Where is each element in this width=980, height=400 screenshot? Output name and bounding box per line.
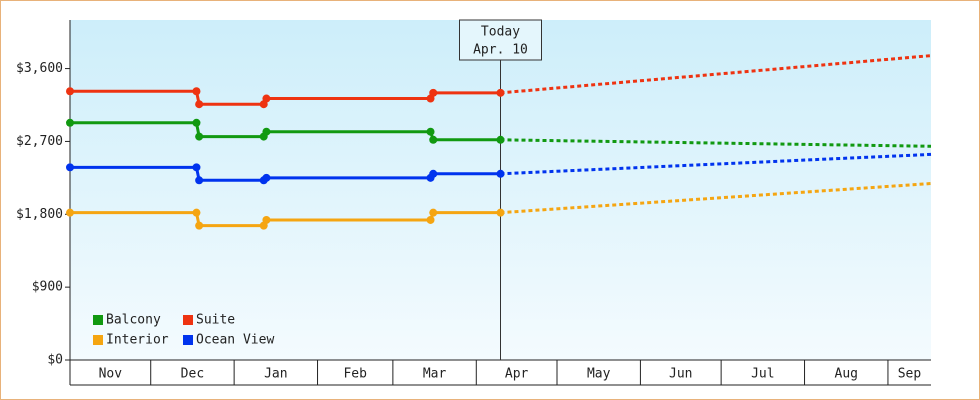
legend-swatch — [93, 315, 103, 325]
legend-label: Balcony — [106, 313, 161, 328]
point — [195, 132, 204, 141]
forecast-line — [500, 152, 932, 176]
point — [426, 127, 435, 136]
y-tick-label: $3,600 — [16, 61, 63, 76]
forecast-line — [500, 138, 932, 148]
point — [262, 127, 271, 136]
point — [195, 221, 204, 230]
point — [192, 87, 201, 96]
point — [496, 169, 505, 178]
point — [66, 87, 74, 96]
today-box — [459, 19, 542, 61]
y-tick-label: $900 — [32, 280, 63, 295]
point — [429, 88, 438, 97]
x-tick-label: Jul — [751, 367, 774, 382]
point — [429, 135, 438, 144]
point — [192, 208, 201, 217]
legend-swatch — [183, 335, 193, 345]
point — [496, 88, 505, 97]
point — [66, 208, 74, 217]
point — [195, 176, 204, 185]
legend-label: Suite — [196, 313, 235, 328]
x-tick-label: Jan — [264, 367, 287, 382]
today-label: Apr. 10 — [473, 43, 528, 58]
x-tick-label: Dec — [181, 367, 204, 382]
point — [192, 118, 201, 127]
point — [262, 94, 271, 103]
point — [195, 100, 204, 109]
point — [429, 169, 438, 178]
x-tick-label: Sep — [898, 367, 922, 382]
x-tick-label: Feb — [343, 367, 367, 382]
point — [192, 163, 201, 172]
today-title: Today — [481, 25, 520, 40]
y-tick-label: $2,700 — [16, 134, 63, 149]
x-tick-label: Mar — [423, 367, 447, 382]
point — [496, 135, 505, 144]
legend-swatch — [183, 315, 193, 325]
forecast-line — [500, 54, 932, 95]
x-tick-label: May — [587, 367, 611, 382]
point — [66, 163, 74, 172]
x-tick-label: Nov — [99, 367, 123, 382]
y-tick-label: $1,800 — [16, 207, 63, 222]
point — [262, 215, 271, 224]
point — [496, 208, 505, 217]
legend-label: Ocean View — [196, 333, 274, 348]
x-tick-label: Apr — [505, 367, 529, 382]
legend-swatch — [93, 335, 103, 345]
forecast-line — [500, 182, 932, 215]
point — [66, 118, 74, 127]
x-tick-label: Jun — [669, 367, 692, 382]
point — [429, 208, 438, 217]
point — [426, 215, 435, 224]
x-tick-label: Aug — [835, 367, 858, 382]
y-tick-label: $0 — [47, 353, 63, 368]
point — [262, 173, 271, 182]
legend-label: Interior — [106, 333, 169, 348]
